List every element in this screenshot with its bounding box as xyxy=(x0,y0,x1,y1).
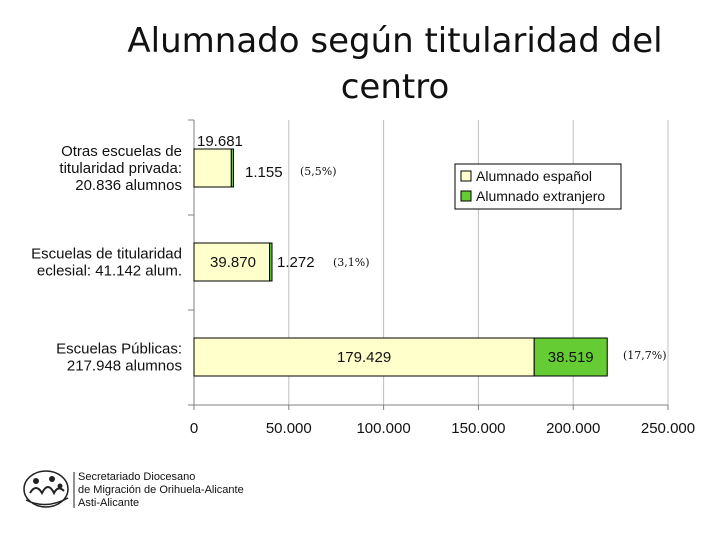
bar-extranjero xyxy=(269,242,273,282)
percent-label: (3,1%) xyxy=(333,256,370,269)
percent-label: (17,7%) xyxy=(623,349,667,362)
logo-text: Asti-Alicante xyxy=(78,497,139,509)
category-label: Escuelas de titularidad eclesial: 41.142 … xyxy=(31,246,182,280)
legend-box xyxy=(454,163,622,210)
logo-text: de Migración de Orihuela-Alicante xyxy=(78,484,244,496)
plot-area: 0 50.000 100.000 150.000 200.000 250.000 Otras… xyxy=(31,119,695,437)
data-label: 39.870 xyxy=(210,254,256,271)
chart-legend: Alumnado español Alumnado extranjero xyxy=(454,163,622,210)
legend-label: Alumnado español xyxy=(476,168,592,184)
x-tick-label: 150.000 xyxy=(451,420,505,437)
data-label: 179.429 xyxy=(337,349,391,366)
legend-swatch xyxy=(460,190,472,202)
x-tick-label: 200.000 xyxy=(546,420,600,437)
chart-title: Alumnado según titularidad del centro xyxy=(127,21,663,107)
data-label: 1.155 xyxy=(245,164,283,181)
bar-extranjero xyxy=(230,148,235,188)
x-tick-label: 250.000 xyxy=(641,420,695,437)
data-label: 1.272 xyxy=(277,254,315,271)
bar-espanol xyxy=(193,148,232,188)
percent-label: (5,5%) xyxy=(300,165,337,178)
bar-extranjero xyxy=(533,337,608,377)
x-tick-label: 50.000 xyxy=(266,420,312,437)
category-label: Escuelas Públicas: 217.948 alumnos xyxy=(56,341,182,375)
bar-espanol xyxy=(193,337,535,377)
bar-espanol xyxy=(193,242,271,282)
data-label: 19.681 xyxy=(197,133,243,150)
logo-emblem-icon xyxy=(23,470,69,508)
legend-label: Alumnado extranjero xyxy=(476,188,605,204)
category-label: Otras escuelas de titularidad privada: 20.… xyxy=(59,143,182,194)
data-label: 38.519 xyxy=(548,349,594,366)
x-tick-label: 100.000 xyxy=(356,420,410,437)
x-tick-label: 0 xyxy=(190,420,198,437)
legend-swatch xyxy=(460,170,472,182)
logo-text: Secretariado Diocesano xyxy=(78,471,195,483)
